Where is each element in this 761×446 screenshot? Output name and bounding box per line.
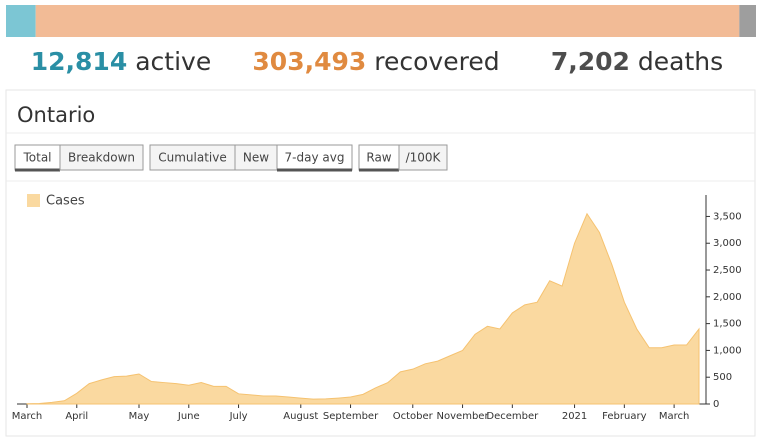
stat-label: deaths [638,47,723,76]
stat-value: 12,814 [31,47,127,76]
button-label: New [243,151,269,165]
x-tick-label: August [283,411,318,422]
y-tick-label: 2,000 [713,292,742,303]
stat: 12,814 active [31,47,211,76]
x-tick-label: March [659,411,689,422]
x-tick-label: December [486,411,539,422]
button-box [59,144,144,171]
legend-swatch [27,194,40,207]
toggle-button[interactable]: Breakdown [59,144,144,171]
x-tick-label: February [602,411,646,422]
x-tick-label: September [323,411,379,422]
stat-value: 7,202 [551,47,630,76]
legend-label: Cases [46,194,85,209]
region-title: Ontario [17,103,95,127]
x-tick-label: July [229,411,248,422]
toggle-button[interactable]: 7-day avg [276,144,353,172]
toggle-button[interactable]: Total [14,144,61,172]
x-tick-label: May [129,411,150,422]
x-tick-label: March [12,411,42,422]
button-label: 7-day avg [285,151,345,165]
toggle-button[interactable]: New [234,144,278,171]
y-tick-label: 2,500 [713,265,742,276]
x-tick-label: October [393,411,434,422]
x-tick-label: June [177,411,200,422]
x-tick-label: 2021 [562,411,587,422]
button-label: Raw [366,151,391,165]
y-tick-label: 1,000 [713,345,742,356]
status-bar-segment [6,5,36,37]
button-box [149,144,236,171]
toggle-button[interactable]: Cumulative [149,144,236,171]
x-tick-label: November [437,411,490,422]
stat: 7,202 deaths [551,47,723,76]
button-label: Breakdown [68,151,135,165]
stat-value: 303,493 [252,47,366,76]
stat-label: active [135,47,211,76]
button-label: /100K [406,151,442,165]
status-bar-segment [35,5,740,37]
y-tick-label: 3,500 [713,211,742,222]
stat: 303,493 recovered [252,47,499,76]
toggle-button[interactable]: /100K [398,144,448,171]
x-tick-label: April [65,411,88,422]
toggle-button[interactable]: Raw [358,144,400,172]
button-box [398,144,448,171]
button-label: Total [22,151,51,165]
y-tick-label: 500 [713,372,732,383]
status-bar-segment [739,5,756,37]
area [26,212,700,405]
y-tick-label: 3,000 [713,238,742,249]
button-box [234,144,278,171]
y-tick-label: 1,500 [713,319,742,330]
y-tick-label: 0 [713,399,719,410]
button-label: Cumulative [158,151,227,165]
stat-label: recovered [374,47,499,76]
